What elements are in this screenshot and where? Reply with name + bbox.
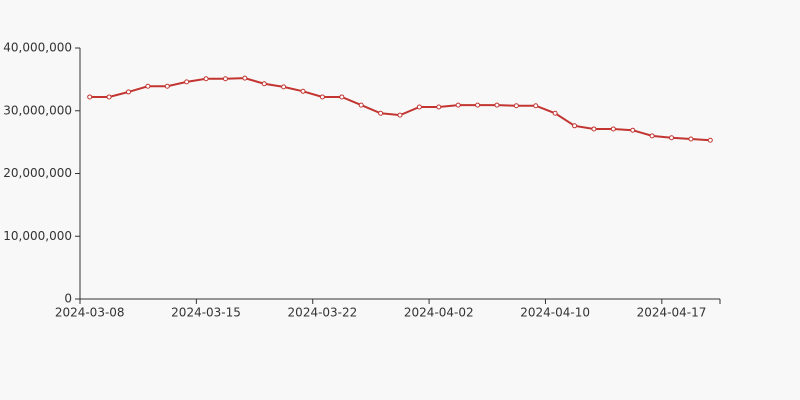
point [533,103,539,109]
point [669,135,675,141]
x-tick-label: 2024-04-17 [637,306,707,320]
y-tick-label: 0 [64,292,72,306]
point [475,102,481,108]
point [87,94,93,100]
point [339,94,345,100]
point [649,133,655,139]
point [688,136,694,142]
point [184,79,190,85]
x-tick-label: 2024-04-10 [520,306,590,320]
point [106,94,112,100]
point [455,102,461,108]
point [610,126,616,132]
y-tick-label: 20,000,000 [3,166,72,180]
point [319,94,325,100]
point [222,76,228,82]
point [203,76,209,82]
x-tick-label: 2024-03-08 [55,306,125,320]
point [164,83,170,89]
point [378,110,384,116]
x-tick-label: 2024-03-22 [288,306,358,320]
point [261,81,267,87]
y-tick-label: 30,000,000 [3,103,72,117]
y-tick-label: 40,000,000 [3,41,72,55]
line [89,77,711,142]
point [358,102,364,108]
point [591,126,597,132]
point [552,110,558,116]
point [125,89,131,95]
point [494,102,500,108]
point [572,123,578,129]
x-tick-label: 2024-03-15 [171,306,241,320]
y-tick-label: 10,000,000 [3,229,72,243]
point [707,137,713,143]
point [242,75,248,81]
point [436,104,442,110]
point [513,103,519,109]
x-tick-label: 2024-04-02 [404,306,474,320]
point [397,112,403,118]
point [145,83,151,89]
point [300,88,306,94]
point [630,127,636,133]
point [281,84,287,90]
point [416,104,422,110]
